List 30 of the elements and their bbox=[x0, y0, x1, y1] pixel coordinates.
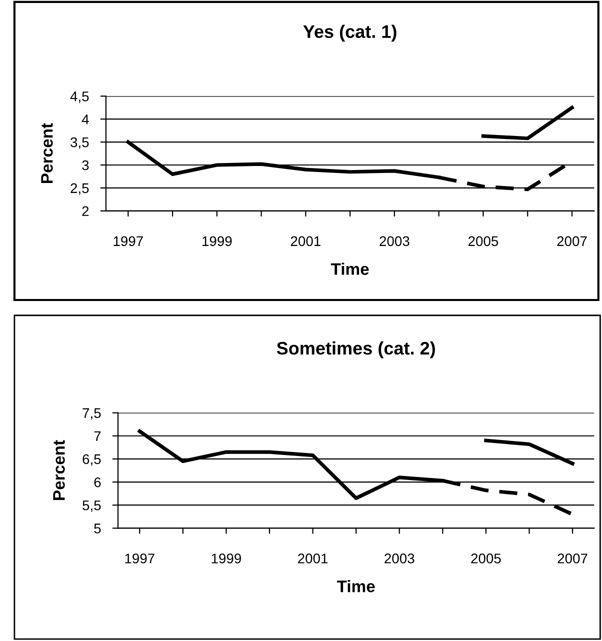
y-tick-label: 3,5 bbox=[70, 137, 89, 149]
x-tick-label: 1999 bbox=[202, 236, 232, 246]
y-tick-label: 5,5 bbox=[82, 500, 101, 512]
x-tick-label: 2005 bbox=[471, 554, 501, 564]
y-tick-label: 6,5 bbox=[82, 454, 101, 466]
y-tick-label: 4 bbox=[82, 114, 89, 124]
x-tick-label: 2007 bbox=[558, 554, 588, 564]
x-tick-label: 1999 bbox=[212, 554, 242, 564]
y-tick-label: 2,5 bbox=[70, 183, 89, 195]
x-axis-title: Time bbox=[336, 580, 375, 592]
x-tick-label: 1997 bbox=[114, 236, 143, 246]
x-tick-label: 2003 bbox=[384, 554, 414, 564]
y-tick-label: 2 bbox=[82, 206, 89, 216]
chart-title: Sometimes (cat. 2) bbox=[276, 341, 435, 358]
y-tick-label: 3 bbox=[82, 160, 89, 170]
x-tick-label: 2001 bbox=[290, 236, 320, 246]
x-tick-label: 2007 bbox=[557, 236, 587, 246]
x-tick-label: 1997 bbox=[125, 554, 154, 564]
y-tick-label: 7,5 bbox=[82, 408, 101, 420]
y-tick-label: 5 bbox=[94, 524, 101, 534]
y-tick-label: 7 bbox=[94, 431, 101, 441]
chart-title: Yes (cat. 1) bbox=[303, 24, 396, 42]
x-tick-label: 2001 bbox=[298, 554, 328, 564]
x-tick-label: 2005 bbox=[468, 236, 498, 246]
y-axis-title: Percent bbox=[53, 440, 65, 500]
y-axis-title: Percent bbox=[41, 123, 53, 183]
y-tick-label: 6 bbox=[94, 477, 101, 488]
x-tick-label: 2003 bbox=[380, 236, 410, 246]
x-axis-title: Time bbox=[330, 262, 369, 275]
y-tick-label: 4,5 bbox=[70, 92, 89, 103]
